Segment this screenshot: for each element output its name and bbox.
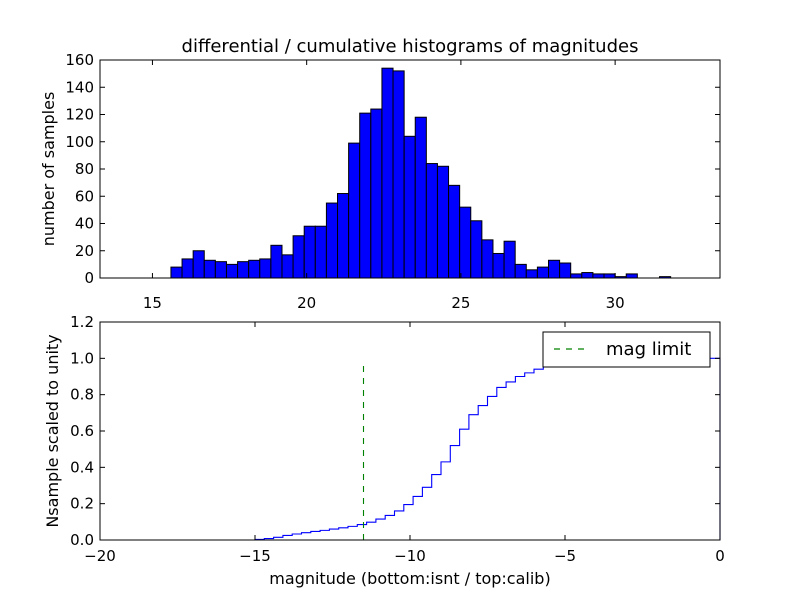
histogram-bar [203, 259, 216, 279]
x-tick-label: 20 [297, 294, 316, 312]
chart-title: differential / cumulative histograms of … [182, 36, 639, 57]
histogram-bar [292, 235, 305, 279]
y-tick-label: 1.2 [70, 313, 94, 331]
histogram-bar [303, 225, 316, 279]
x-tick-label: −5 [554, 547, 576, 565]
histogram-bar [625, 273, 638, 279]
histogram-bar [259, 258, 272, 279]
histogram-bar [348, 142, 361, 279]
histogram-bar [181, 258, 194, 279]
histogram-bar [503, 240, 516, 279]
histogram-bar [559, 262, 572, 279]
histogram-bar [425, 163, 438, 279]
histogram-bar [381, 67, 394, 279]
histogram-bar [603, 273, 616, 279]
histogram-bar [547, 259, 561, 279]
histogram-bar [214, 261, 227, 279]
y-tick-label: 160 [65, 51, 94, 69]
y-tick-label: 80 [75, 160, 94, 178]
bottom-x-axis-label: magnitude (bottom:isnt / top:calib) [269, 569, 550, 588]
histogram-bar [237, 261, 250, 279]
histogram-bar [403, 135, 416, 279]
y-tick-label: 0.6 [70, 422, 94, 440]
y-tick-label: 120 [65, 106, 94, 124]
y-tick-label: 60 [75, 187, 94, 205]
histogram-bar [448, 184, 461, 279]
histogram-bar [414, 116, 427, 279]
top-histogram-panel: differential / cumulative histograms of … [39, 36, 721, 312]
y-tick-label: 1.0 [70, 349, 94, 367]
x-tick-label: 25 [451, 294, 470, 312]
histogram-bar [525, 269, 538, 279]
histogram-bar [392, 70, 405, 279]
histogram-bar [592, 273, 605, 279]
top-axis-ticks: 0 20 40 60 80 100 120 140 160 15 20 25 30 [65, 51, 720, 312]
y-tick-label: 20 [75, 242, 94, 260]
y-tick-label: 0.8 [70, 386, 94, 404]
histogram-bar [225, 263, 239, 279]
histogram-bar [370, 108, 383, 279]
histogram-bar [337, 193, 350, 279]
histogram-bar [270, 244, 283, 279]
bottom-axis-ticks: 0.0 0.2 0.4 0.6 0.8 1.0 1.2 −20 −15 −10 −5 0 [70, 313, 725, 565]
histogram-bar [192, 250, 205, 279]
y-tick-label: 0 [84, 269, 94, 287]
histogram-bar [281, 254, 294, 279]
legend-mag-limit-label: mag limit [606, 339, 691, 360]
y-tick-label: 100 [65, 133, 94, 151]
histogram-bar [536, 266, 549, 279]
x-tick-label: 30 [606, 294, 625, 312]
histogram-bar [514, 263, 527, 279]
histogram-bar [581, 272, 594, 279]
x-tick-label: −10 [394, 547, 426, 565]
top-y-axis-label: number of samples [39, 92, 58, 247]
x-tick-label: 0 [715, 547, 725, 565]
bottom-y-axis-label: Nsample scaled to unity [43, 334, 62, 527]
histogram-bar [359, 112, 372, 279]
bottom-cumulative-panel: 0.0 0.2 0.4 0.6 0.8 1.0 1.2 −20 −15 −10 −5 0 magnit… [43, 313, 725, 588]
histogram-bar [481, 239, 494, 279]
x-tick-label: −20 [84, 547, 116, 565]
histogram-bar [314, 225, 327, 279]
x-tick-label: 15 [143, 294, 162, 312]
y-tick-label: 40 [75, 215, 94, 233]
y-tick-label: 140 [65, 78, 94, 96]
histogram-bar [248, 259, 261, 279]
histogram-bar [459, 206, 472, 279]
y-tick-label: 0.2 [70, 495, 94, 513]
histogram-bar [492, 252, 505, 279]
y-tick-label: 0.0 [70, 531, 94, 549]
x-tick-label: −15 [239, 547, 271, 565]
histogram-bar [325, 202, 339, 279]
histogram-bar [436, 165, 450, 279]
histogram-bar [470, 220, 483, 279]
histogram-bar [570, 273, 583, 279]
histogram-bar [170, 266, 183, 279]
legend: mag limit [542, 331, 711, 368]
y-tick-label: 0.4 [70, 458, 94, 476]
